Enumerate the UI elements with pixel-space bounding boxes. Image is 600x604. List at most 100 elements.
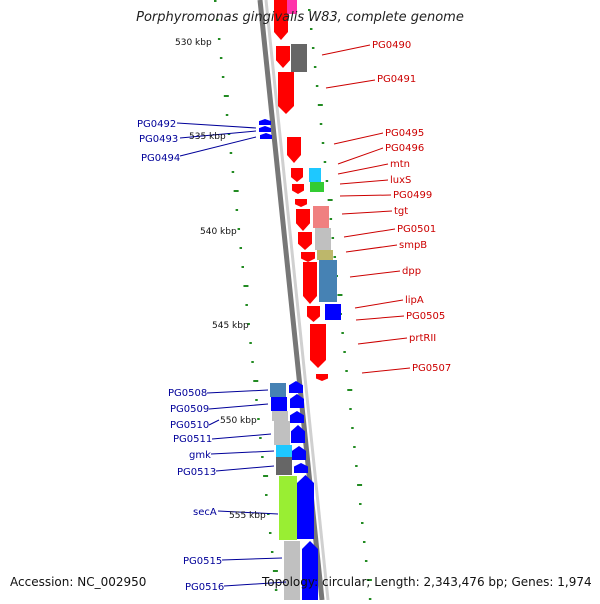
tick-mark [319,123,323,125]
tick-mark [355,465,358,467]
tick-mark [237,228,241,230]
gene-label-PG0492: PG0492 [137,119,176,130]
reverse-gene-arrow [259,119,271,125]
leader-line [343,228,396,238]
leader-line [355,315,405,321]
gene-label-PG0496: PG0496 [385,143,424,154]
leader-line [176,122,257,129]
tick-mark [313,66,317,68]
tick-mark [235,209,239,211]
tick-mark [263,475,269,477]
forward-gene-arrow [291,168,303,182]
forward-gene-arrow [292,184,304,194]
reverse-gene-arrow [302,541,318,601]
feature-block [319,260,337,302]
tick-mark [325,180,329,182]
forward-gene-arrow [303,262,317,304]
forward-gene-arrow [307,306,320,322]
forward-gene-arrow [287,137,301,163]
gene-track [259,0,328,601]
reverse-gene-arrow [260,133,272,139]
gene-label-PG0511: PG0511 [173,434,212,445]
reverse-gene-arrow [290,394,304,408]
tick-mark [308,9,311,11]
feature-block [287,0,297,14]
leader-line [345,244,398,253]
gene-label-PG0513: PG0513 [177,467,216,478]
feature-block [315,228,331,250]
tick-mark [311,47,315,49]
gene-label-PG0493: PG0493 [139,134,178,145]
tick-mark [351,427,354,429]
gene-label-PG0508: PG0508 [168,388,207,399]
tick-mark [321,142,325,144]
tick-mark [253,380,259,382]
tick-mark [368,598,372,600]
genome-summary-text: Topology: circular; Length: 2,343,476 bp… [262,575,592,589]
tick-mark [345,370,348,372]
reverse-gene-arrow [259,126,271,132]
tick-mark [221,76,225,78]
tick-mark [245,304,248,306]
feature-block [279,476,297,540]
gene-label-lipA: lipA [405,295,424,306]
feature-block [309,168,321,182]
tick-mark [227,133,231,135]
feature-block [291,44,307,72]
tick-mark [357,484,363,486]
tick-mark [337,294,343,296]
tick-mark [251,361,254,363]
scale-label-555: 555 kbp [229,511,266,521]
forward-gene-arrow [274,0,288,40]
tick-mark [327,199,333,201]
gene-label-dpp: dpp [402,266,421,277]
tick-mark [255,399,258,401]
tick-mark [229,152,233,154]
feature-block [276,445,292,457]
tick-mark [265,494,268,496]
leader-line [208,419,220,426]
feature-block [272,411,288,421]
gene-label-secA: secA [193,507,217,518]
leader-line [333,132,384,145]
feature-block [317,250,333,260]
leader-line [354,299,404,309]
forward-gene-arrow [276,46,290,68]
reverse-gene-arrow [289,381,303,393]
tick-mark [272,570,278,572]
tick-mark [333,256,337,258]
tick-mark [353,446,356,448]
reverse-gene-labels: PG0492 PG0493 PG0494 PG0508 PG0509 PG051… [137,119,224,593]
leader-line [325,79,376,89]
feature-block [310,182,324,192]
tick-mark [214,0,217,2]
tick-mark [361,522,364,524]
gene-label-PG0516: PG0516 [185,582,224,593]
feature-block [325,304,341,320]
leader-line [206,389,269,394]
leader-line [349,270,401,278]
tick-mark [343,351,346,353]
feature-block [313,206,329,228]
tick-mark [323,161,327,163]
forward-gene-arrow [301,252,315,262]
forward-gene-arrow [310,324,326,368]
leader-line [337,147,384,165]
feature-block [271,397,287,411]
leader-line [357,337,408,345]
reverse-gene-arrow [292,446,306,460]
scale-label-530: 530 kbp [175,38,212,48]
tick-mark [241,266,244,268]
leader-line [215,465,275,472]
forward-gene-arrow [295,199,307,207]
leader-line [339,179,389,185]
forward-gene-labels: PG0490 PG0491 PG0495 PG0496 mtn luxS PG0… [372,40,451,374]
tick-mark [219,57,223,59]
gene-label-PG0501: PG0501 [397,224,436,235]
tick-mark [268,532,272,534]
leader-line [208,403,269,410]
tick-mark [341,332,344,334]
tick-mark [231,171,235,173]
tick-mark [309,28,313,30]
